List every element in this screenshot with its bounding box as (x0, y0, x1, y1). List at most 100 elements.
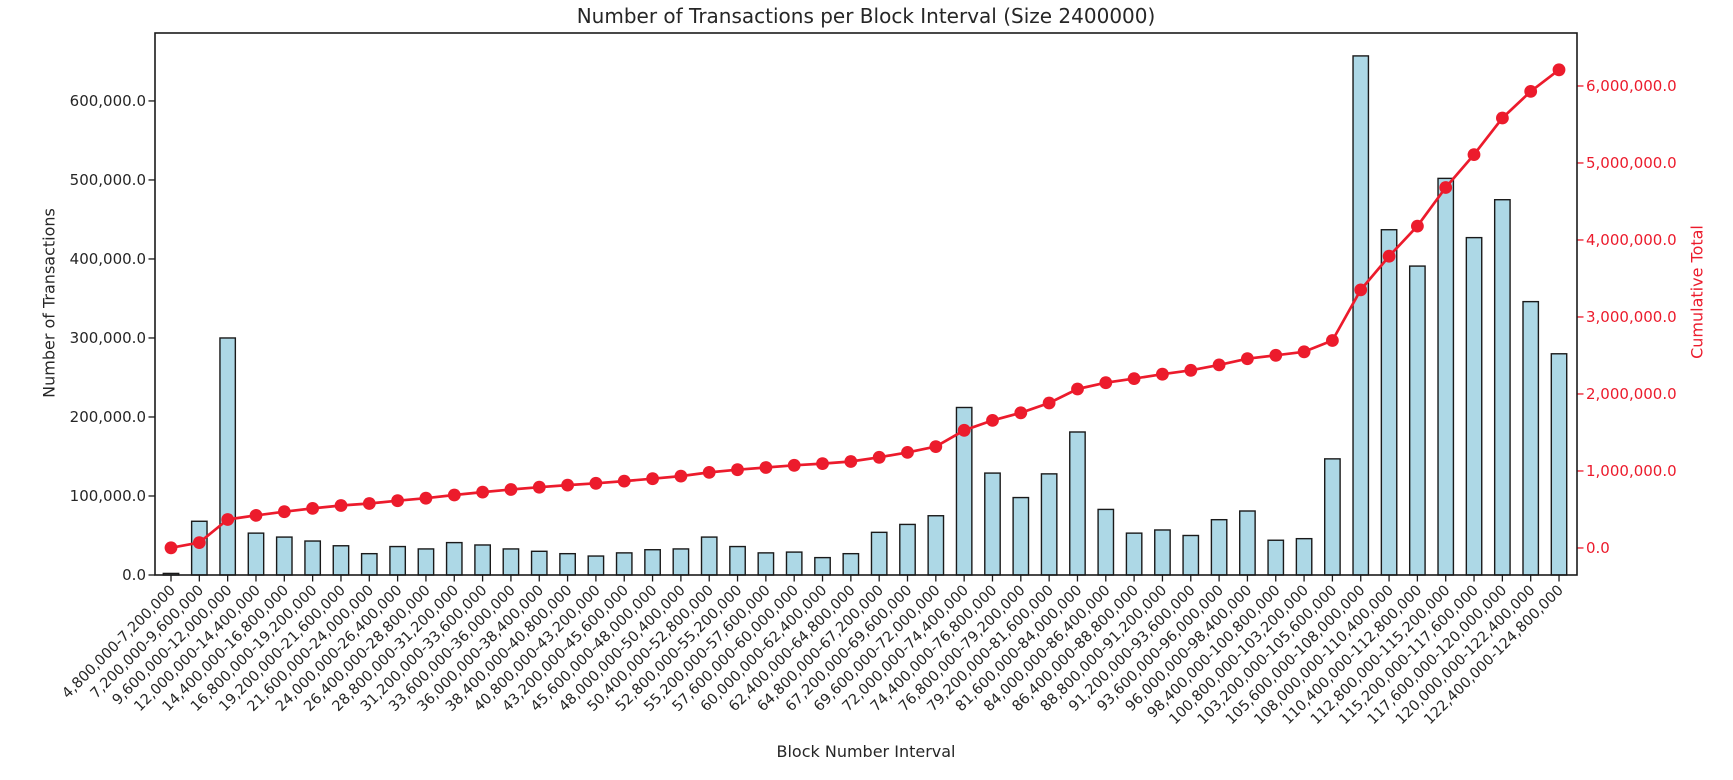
bar (1493, 199, 1511, 576)
bar (729, 545, 746, 576)
bar (445, 541, 463, 576)
bar (870, 531, 888, 576)
y-right-tick-label: 1,000,000.0 (1586, 462, 1677, 480)
cumulative-point (759, 461, 773, 474)
cumulative-point (306, 502, 319, 515)
cumulative-point (1156, 367, 1169, 381)
cumulative-markers (164, 63, 1566, 555)
bar (1380, 229, 1398, 576)
cumulative-point (1071, 382, 1084, 396)
cumulative-point (362, 497, 376, 510)
bar (672, 548, 690, 576)
cumulative-point (929, 440, 943, 453)
bar (1210, 518, 1228, 576)
cumulative-point (1467, 148, 1481, 162)
bar (530, 550, 548, 576)
bar (1465, 236, 1483, 576)
bar (275, 536, 293, 576)
bar (984, 472, 1001, 576)
bar (360, 552, 378, 576)
bar (502, 548, 520, 576)
cumulative-point (1241, 352, 1254, 366)
cumulative-point (1269, 348, 1283, 362)
bar (644, 549, 661, 576)
cumulative-point (731, 463, 744, 477)
cumulative-point (249, 509, 263, 522)
cumulative-point (901, 446, 914, 459)
x-axis-ticks: 4,800,000-7,200,0007,200,000-9,600,0009,… (59, 575, 1567, 728)
bar (304, 540, 322, 576)
cumulative-point (476, 485, 489, 499)
y-left-tick-label: 100,000.0 (70, 487, 146, 505)
cumulative-point (1354, 283, 1368, 297)
bar (700, 536, 718, 576)
cumulative-point (589, 476, 603, 490)
cumulative-point (164, 541, 178, 555)
cumulative-point (532, 480, 546, 494)
plot-frame (154, 32, 1578, 576)
cumulative-point (1552, 63, 1566, 77)
cumulative-point (787, 458, 801, 472)
cumulative-point (816, 457, 829, 470)
cumulative-point (986, 414, 999, 427)
bar (1069, 431, 1086, 576)
bars-group (162, 55, 1568, 576)
bar (474, 544, 491, 576)
y-left-tick-label: 0.0 (122, 566, 146, 584)
cumulative-point (702, 466, 716, 479)
cumulative-point (1042, 396, 1056, 410)
bar (1295, 537, 1313, 576)
bar (417, 548, 435, 576)
bar (1040, 473, 1058, 576)
cumulative-point (221, 513, 235, 526)
bar (1408, 265, 1426, 576)
cumulative-point (617, 474, 631, 488)
cumulative-point (1411, 219, 1424, 233)
y-left-tick-label: 600,000.0 (70, 92, 146, 110)
cumulative-line (170, 68, 1560, 550)
cumulative-point (1184, 363, 1198, 377)
cumulative-point (1014, 406, 1028, 420)
cumulative-point (1326, 334, 1339, 347)
cumulative-point (447, 488, 461, 502)
y-right-tick-label: 4,000,000.0 (1586, 231, 1677, 249)
cumulative-point (1382, 249, 1396, 263)
bar (1097, 508, 1115, 576)
bar (1012, 496, 1030, 576)
cumulative-point (1297, 345, 1311, 359)
bar (757, 552, 775, 576)
cumulative-point (872, 450, 886, 464)
y-right-tick-label: 6,000,000.0 (1586, 77, 1677, 95)
bar (332, 545, 350, 576)
bar (1522, 300, 1540, 576)
cumulative-point (844, 455, 858, 468)
cumulative-point (646, 472, 659, 486)
y-left-tick-label: 200,000.0 (70, 408, 146, 426)
y-left-tick-label: 300,000.0 (70, 329, 146, 347)
bar (1550, 353, 1568, 576)
cumulative-point (1099, 376, 1113, 390)
bar (615, 552, 633, 576)
bar (785, 551, 803, 576)
chart-title: Number of Transactions per Block Interva… (576, 4, 1156, 28)
y-right-ticks: 0.0 1,000,000.0 2,000,000.0 3,000,000.0 4,00… (1577, 77, 1677, 557)
bar (1324, 458, 1341, 576)
bar (1154, 529, 1171, 576)
cumulative-point (561, 478, 574, 492)
y-right-tick-label: 2,000,000.0 (1586, 385, 1677, 403)
cumulative-point (1127, 372, 1141, 385)
bar (1239, 510, 1256, 576)
bar (1125, 532, 1143, 576)
cumulative-point (277, 505, 291, 519)
bar (899, 523, 916, 576)
bar (1352, 55, 1370, 576)
y-right-tick-label: 0.0 (1586, 539, 1610, 557)
bar (389, 545, 407, 576)
cumulative-point (1496, 111, 1509, 125)
bar (842, 552, 860, 576)
bar (1267, 539, 1285, 576)
bar (1437, 177, 1455, 576)
y-left-tick-label: 500,000.0 (70, 171, 146, 189)
cumulative-point (391, 494, 404, 508)
